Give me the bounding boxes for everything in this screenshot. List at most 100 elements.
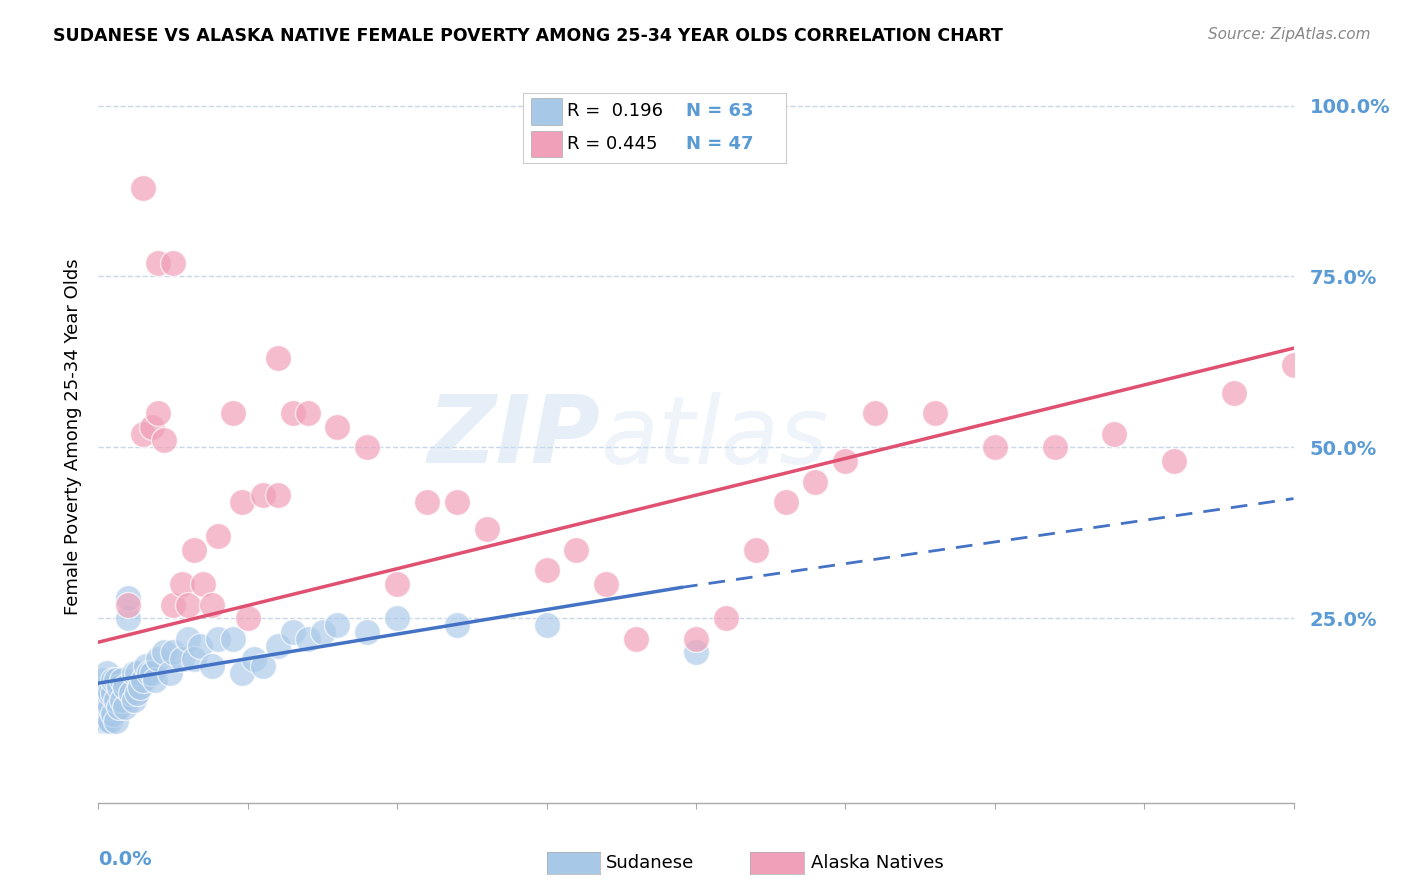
Text: SUDANESE VS ALASKA NATIVE FEMALE POVERTY AMONG 25-34 YEAR OLDS CORRELATION CHART: SUDANESE VS ALASKA NATIVE FEMALE POVERTY… <box>53 27 1004 45</box>
Point <box>124 693 146 707</box>
Point <box>98 714 122 728</box>
Point <box>775 495 797 509</box>
Point <box>93 714 115 728</box>
Point <box>96 714 118 728</box>
Point <box>416 495 439 509</box>
Point <box>222 632 245 646</box>
Point <box>141 665 163 680</box>
Point <box>129 680 152 694</box>
Point <box>141 420 163 434</box>
Point <box>236 611 259 625</box>
Point <box>326 420 349 434</box>
Point <box>311 624 333 639</box>
Text: 0.0%: 0.0% <box>98 850 152 870</box>
Y-axis label: Female Poverty Among 25-34 Year Olds: Female Poverty Among 25-34 Year Olds <box>63 259 82 615</box>
Point <box>172 577 194 591</box>
Point <box>111 673 134 687</box>
Point <box>117 611 139 625</box>
Point <box>114 700 136 714</box>
Point <box>93 686 115 700</box>
Point <box>565 542 588 557</box>
Point <box>446 618 468 632</box>
Point <box>536 563 558 577</box>
Point <box>127 686 149 700</box>
Point <box>93 673 115 687</box>
Point <box>177 632 200 646</box>
Point <box>201 598 224 612</box>
Point <box>105 693 128 707</box>
Point <box>356 624 378 639</box>
Point <box>148 256 170 270</box>
Point <box>685 645 707 659</box>
Point <box>153 645 176 659</box>
Point <box>108 680 131 694</box>
Point <box>536 618 558 632</box>
Point <box>162 645 184 659</box>
Point <box>281 406 304 420</box>
Point <box>96 665 118 680</box>
Point <box>93 700 115 714</box>
Point <box>385 577 409 591</box>
Point <box>105 673 128 687</box>
Point <box>446 495 468 509</box>
Point <box>114 680 136 694</box>
Point <box>96 680 118 694</box>
Point <box>1043 440 1066 454</box>
Point <box>103 673 125 687</box>
Point <box>252 659 274 673</box>
Point <box>984 440 1007 454</box>
Point <box>183 542 205 557</box>
Text: Alaska Natives: Alaska Natives <box>811 854 943 871</box>
Point <box>834 454 856 468</box>
Point <box>117 591 139 605</box>
Point <box>252 488 274 502</box>
Point <box>159 665 181 680</box>
Point <box>103 706 125 721</box>
Point <box>267 488 290 502</box>
Point <box>231 665 253 680</box>
Point <box>207 529 229 543</box>
Point <box>148 406 170 420</box>
Point <box>804 475 827 489</box>
Point <box>191 577 214 591</box>
Point <box>90 700 112 714</box>
Point <box>385 611 409 625</box>
Point <box>1282 359 1305 373</box>
Point <box>98 700 122 714</box>
Point <box>127 665 149 680</box>
Point <box>132 673 155 687</box>
Point <box>172 652 194 666</box>
Point <box>207 632 229 646</box>
Point <box>267 639 290 653</box>
Point <box>281 624 304 639</box>
Point <box>103 686 125 700</box>
Point <box>326 618 349 632</box>
Point <box>714 611 737 625</box>
Point <box>124 665 146 680</box>
Point <box>138 665 160 680</box>
Point <box>222 406 245 420</box>
Point <box>297 632 319 646</box>
Point <box>475 522 498 536</box>
Point <box>243 652 266 666</box>
Point <box>153 434 176 448</box>
Point <box>98 686 122 700</box>
Point <box>105 714 128 728</box>
Point <box>120 686 142 700</box>
Point <box>1223 385 1246 400</box>
Point <box>1163 454 1185 468</box>
Point <box>162 598 184 612</box>
Point <box>297 406 319 420</box>
Point <box>117 598 139 612</box>
Point <box>745 542 768 557</box>
Text: Source: ZipAtlas.com: Source: ZipAtlas.com <box>1208 27 1371 42</box>
Point <box>183 652 205 666</box>
Point <box>96 693 118 707</box>
Point <box>201 659 224 673</box>
Point <box>626 632 648 646</box>
Point <box>1104 426 1126 441</box>
Point <box>108 700 131 714</box>
Point <box>162 256 184 270</box>
Point <box>685 632 707 646</box>
Point <box>865 406 887 420</box>
